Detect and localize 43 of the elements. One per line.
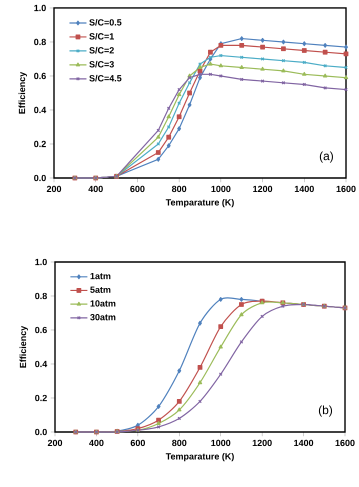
legend-label: 5atm	[90, 286, 110, 293]
x-axis-title: Temparature (K)	[166, 452, 234, 462]
y-axis-title: Efficiency	[18, 72, 27, 114]
legend-label: S/C=4.5	[89, 74, 122, 82]
y-tick-label: 1.0	[35, 258, 47, 266]
x-tick-label: 400	[89, 440, 104, 446]
legend-label: S/C=3	[89, 60, 114, 68]
legend-label: 10atm	[90, 300, 116, 307]
y-tick-label: 0.8	[35, 292, 47, 300]
x-tick-label: 1000	[211, 186, 230, 192]
x-tick-label: 200	[46, 186, 62, 192]
annotation: (b)	[318, 405, 332, 417]
legend-label: S/C=2	[89, 46, 114, 54]
legend-label: 30atm	[90, 314, 116, 320]
x-tick-label: 1600	[336, 440, 355, 446]
x-tick-label: 200	[48, 440, 62, 446]
x-tick-label: 400	[88, 186, 103, 192]
x-tick-label: 1200	[253, 186, 272, 192]
y-tick-label: 0.0	[35, 428, 47, 436]
legend-label: 1atm	[90, 272, 110, 280]
legend-label: S/C=1	[89, 32, 114, 40]
x-tick-label: 1400	[294, 440, 314, 446]
x-tick-label: 600	[130, 186, 145, 192]
x-tick-label: 800	[172, 440, 186, 446]
y-tick-label: 0.6	[35, 326, 47, 334]
y-tick-label: 0.4	[34, 106, 46, 114]
x-tick-label: 1000	[211, 440, 230, 446]
y-tick-label: 1.0	[34, 4, 46, 12]
y-tick-label: 0.8	[34, 38, 46, 46]
y-tick-label: 0.2	[34, 140, 46, 148]
y-tick-label: 0.2	[35, 394, 47, 402]
x-tick-label: 1400	[294, 186, 314, 192]
y-tick-label: 0.0	[34, 174, 46, 182]
x-tick-label: 600	[130, 440, 145, 446]
x-tick-label: 1600	[336, 186, 356, 192]
y-axis-title: Efficiency	[20, 326, 28, 368]
y-tick-label: 0.6	[34, 72, 46, 80]
y-tick-label: 0.4	[35, 360, 48, 368]
x-tick-label: 800	[172, 186, 186, 192]
x-tick-label: 1200	[252, 440, 272, 446]
legend-label: S/C=0.5	[89, 18, 122, 26]
annotation: (a)	[320, 151, 333, 163]
x-axis-title: Temparature (K)	[166, 198, 234, 208]
